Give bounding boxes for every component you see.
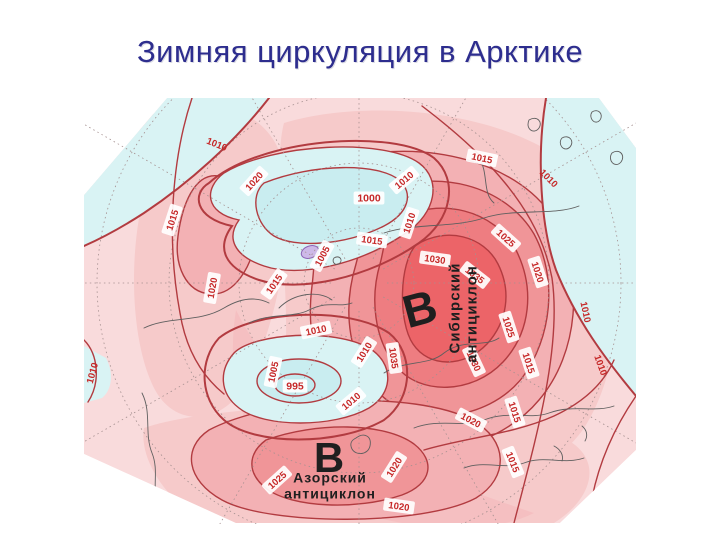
graticule-meridian [372, 307, 499, 524]
isobar-label: 1010 [577, 301, 592, 324]
isobar-label: 1015 [356, 231, 388, 249]
svg-text:1015: 1015 [470, 151, 494, 166]
svg-text:1000: 1000 [357, 193, 381, 205]
svg-text:Сибирский: Сибирский [447, 263, 464, 354]
isobar-label: 1010 [299, 320, 333, 340]
graticule-circle [96, 98, 622, 524]
graticule-circle [168, 98, 550, 474]
isobar-label: 1015 [465, 148, 499, 168]
isobar-label: 1005 [263, 355, 283, 389]
svg-text:антициклон: антициклон [284, 486, 376, 502]
svg-text:995: 995 [286, 381, 304, 393]
graticule-meridian [383, 122, 636, 270]
graticule-meridian [219, 307, 346, 524]
svg-text:антициклон: антициклон [464, 265, 481, 363]
svg-text:1005: 1005 [266, 360, 281, 384]
svg-text:1030: 1030 [424, 253, 446, 267]
isobar-line-layer [84, 98, 636, 523]
arctic-pressure-map-container: 1010 1015 1020 1020 1015 1010 1010 1015 1015 1005… [84, 98, 636, 524]
isobar-label: 1035 [385, 342, 403, 374]
isobar-label: 1020 [383, 497, 415, 515]
graticule-meridian [383, 296, 636, 444]
svg-text:1020: 1020 [388, 500, 410, 514]
svg-text:1010: 1010 [85, 362, 101, 385]
azores-high-symbol: В [314, 434, 344, 481]
isobar-label: 1030 [419, 250, 451, 268]
isobar-label: 1010 [85, 362, 101, 385]
isobar-label: 1020 [203, 272, 221, 304]
graticule-meridian [372, 98, 467, 259]
coastline-layer [141, 110, 624, 523]
graticule-meridian [84, 123, 335, 270]
svg-text:В: В [314, 434, 344, 481]
svg-text:1010: 1010 [577, 301, 592, 324]
slide-title: Зимняя циркуляция в Арктике [136, 34, 584, 69]
siberian-high-name: антициклон [464, 265, 481, 363]
graticule-meridian [84, 296, 335, 443]
siberian-high-name: Сибирский [447, 263, 464, 354]
graticule-meridian [251, 98, 346, 259]
icelandic-low-value: 995 [282, 379, 308, 393]
svg-text:1010: 1010 [305, 323, 328, 338]
azores-high-name: антициклон [284, 486, 376, 502]
svg-text:1035: 1035 [386, 347, 400, 370]
aleutian-low-value: 1000 [353, 191, 385, 205]
svg-text:1015: 1015 [361, 234, 384, 248]
svg-text:Азорский: Азорский [293, 470, 367, 486]
graticule-layer [84, 98, 636, 524]
svg-text:1020: 1020 [206, 277, 221, 300]
azores-high-name: Азорский [293, 470, 367, 486]
graticule-circle [303, 227, 415, 339]
